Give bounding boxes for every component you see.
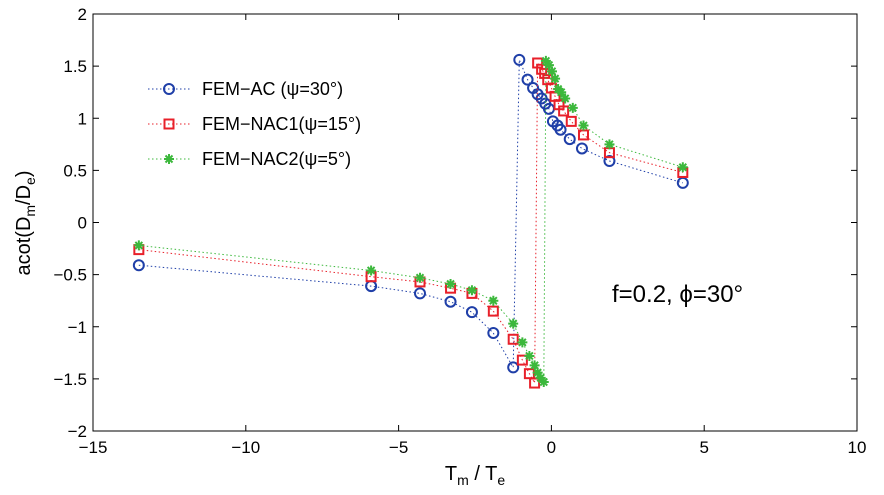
data-point: [529, 360, 540, 371]
legend: FEM−AC (ψ=30°) FEM−NAC1(ψ=15°) FEM−NAC2(ψ=…: [148, 79, 361, 169]
data-point: [529, 377, 541, 389]
x-tick-label: −5: [389, 438, 408, 457]
data-point: [366, 265, 377, 276]
data-point: [543, 60, 554, 71]
data-point: [413, 287, 426, 300]
data-point: [132, 259, 145, 272]
data-point: [558, 105, 570, 117]
data-point: [487, 305, 499, 317]
legend-marker: [163, 83, 175, 95]
x-label-sub2: e: [497, 472, 505, 488]
series-layer: [132, 53, 689, 389]
data-point: [487, 327, 500, 340]
legend-marker: [164, 154, 174, 164]
x-label-sep: / T: [469, 463, 498, 485]
data-point: [565, 115, 577, 127]
series-3: [133, 55, 688, 388]
y-label-sub1: m: [22, 205, 38, 217]
axis-ticks: −15 −10 −5 0 5 10 −2 −1.5 −1 −0.5 0 0.5 1 1.5 2: [53, 5, 866, 457]
data-point: [550, 73, 561, 84]
y-tick-label: 0: [78, 214, 87, 233]
data-point: [538, 377, 549, 388]
data-point: [133, 240, 144, 251]
y-label-main: acot(D: [13, 217, 35, 276]
y-tick-label: −1: [68, 318, 87, 337]
x-axis-label: Tm / Te: [445, 463, 505, 488]
data-point: [507, 361, 520, 374]
y-tick-label: −0.5: [53, 266, 87, 285]
legend-label: FEM−AC (ψ=30°): [202, 79, 343, 99]
data-point: [575, 142, 588, 155]
legend-label: FEM−NAC1(ψ=15°): [202, 114, 361, 134]
data-point: [532, 367, 543, 378]
y-tick-label: 1.5: [63, 57, 87, 76]
y-tick-label: −2: [68, 422, 87, 441]
data-point: [488, 295, 499, 306]
data-point: [563, 133, 576, 146]
plot-box: [92, 13, 858, 432]
x-tick-label: −10: [231, 438, 260, 457]
x-label-main: T: [445, 463, 457, 485]
x-tick-label: −15: [79, 438, 108, 457]
y-label-end: ): [13, 170, 35, 177]
y-label-sub2: e: [22, 177, 38, 185]
y-axis-label-group: acot(Dm/De): [13, 170, 38, 275]
legend-label: FEM−NAC2(ψ=5°): [202, 149, 351, 169]
annotation: f=0.2, ϕ=30°: [612, 281, 743, 308]
data-point: [554, 123, 567, 136]
y-tick-label: 0.5: [63, 161, 87, 180]
x-tick-label: 10: [848, 438, 867, 457]
data-point: [567, 102, 578, 113]
y-axis-label: acot(Dm/De): [13, 170, 38, 275]
data-point: [521, 73, 534, 86]
data-point: [556, 87, 567, 98]
data-point: [414, 272, 425, 283]
data-point: [535, 372, 546, 383]
legend-marker: [163, 118, 175, 130]
x-label-sub1: m: [457, 472, 469, 488]
data-point: [444, 295, 457, 308]
data-point: [603, 154, 616, 167]
x-tick-label: 5: [699, 438, 708, 457]
data-point: [517, 337, 528, 348]
data-point: [508, 318, 519, 329]
data-point: [604, 139, 615, 150]
data-point: [507, 333, 519, 345]
y-tick-label: −1.5: [53, 370, 87, 389]
data-point: [677, 162, 688, 173]
data-point: [560, 93, 571, 104]
data-point: [513, 53, 526, 66]
x-tick-label: 0: [547, 438, 556, 457]
data-point: [466, 285, 477, 296]
y-label-sep: /D: [13, 185, 35, 205]
data-point: [516, 354, 528, 366]
y-tick-label: 2: [78, 5, 87, 24]
data-point: [445, 279, 456, 290]
series-line: [138, 59, 683, 384]
data-point: [547, 66, 558, 77]
data-point: [540, 55, 551, 66]
y-tick-label: 1: [78, 109, 87, 128]
data-point: [465, 306, 478, 319]
data-point: [524, 350, 535, 361]
data-point: [578, 120, 589, 131]
